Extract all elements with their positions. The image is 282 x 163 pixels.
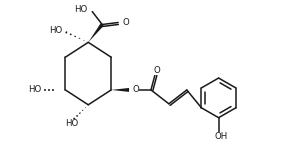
Text: O: O: [122, 18, 129, 27]
Text: HO: HO: [28, 85, 41, 94]
Text: O: O: [153, 66, 160, 75]
Text: HO: HO: [65, 119, 78, 128]
Text: HO: HO: [49, 26, 62, 35]
Polygon shape: [111, 88, 129, 92]
Polygon shape: [88, 23, 104, 42]
Text: O: O: [132, 85, 139, 94]
Text: OH: OH: [215, 132, 228, 141]
Text: HO: HO: [74, 5, 87, 14]
